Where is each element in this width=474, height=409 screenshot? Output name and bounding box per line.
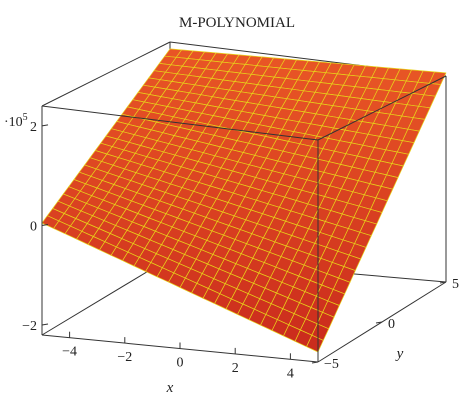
y-tick-mark: [375, 321, 383, 324]
z-tick-mark: [41, 223, 49, 226]
axis-ticks: −4 −2 0 2 4 −5 0 5 −2 0 2: [22, 120, 459, 381]
z-tick-mark: [41, 323, 49, 326]
chart-title: M-POLYNOMIAL: [179, 15, 295, 31]
box-right-top-edge: [317, 75, 447, 141]
box-top-left-edge: [41, 41, 171, 107]
z-scale-exponent: 5: [23, 112, 28, 123]
y-tick-label: 0: [388, 317, 395, 332]
y-axis-label: y: [395, 346, 404, 362]
box-front-top-edge: [41, 105, 319, 141]
z-tick-label: 0: [30, 219, 37, 234]
y-tick-label: −5: [324, 357, 339, 372]
y-tick-mark: [311, 361, 319, 364]
z-tick-mark: [41, 124, 49, 127]
surface-patch: [41, 215, 60, 229]
x-tick-label: −2: [117, 350, 132, 365]
x-tick-label: −4: [62, 345, 77, 360]
x-axis-label: x: [166, 380, 174, 396]
x-tick-label: 0: [177, 356, 184, 371]
z-scale-base: ·10: [4, 115, 23, 130]
x-tick-label: 4: [287, 366, 294, 381]
y-tick-mark: [439, 281, 447, 284]
z-tick-label: −2: [22, 319, 37, 334]
z-scale-label: ·105: [4, 112, 28, 130]
z-tick-label: 2: [30, 120, 37, 135]
surface-mesh: [41, 48, 447, 353]
y-tick-label: 5: [452, 277, 459, 292]
x-tick-label: 2: [232, 361, 239, 376]
